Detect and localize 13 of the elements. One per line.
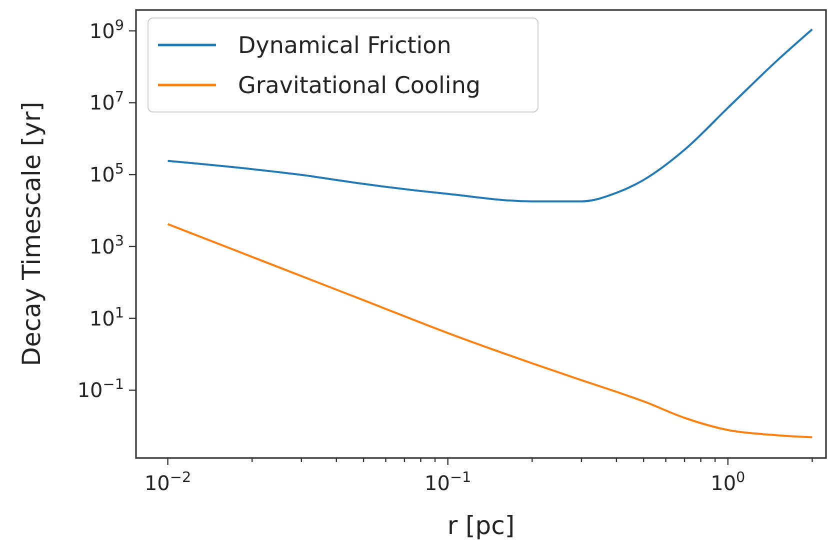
x-axis-title: r [pc]	[447, 511, 515, 540]
y-tick-label: 10$^{3}$	[89, 233, 124, 258]
y-tick-label: 10$^{5}$	[89, 162, 124, 187]
x-tick-label: 10$^{−2}$	[144, 470, 192, 495]
x-tick-label: 10$^{−1}$	[424, 470, 472, 495]
legend-label: Dynamical Friction	[238, 33, 452, 59]
y-tick-label: 10$^{1}$	[89, 305, 124, 330]
y-tick-label: 10$^{9}$	[89, 18, 124, 43]
y-axis-title: Decay Timescale [yr]	[17, 102, 46, 366]
y-tick-label: 10$^{7}$	[89, 90, 124, 115]
y-tick-label: 10$^{−1}$	[77, 377, 124, 402]
x-tick-label: 10$^{0}$	[710, 470, 746, 495]
legend-label: Gravitational Cooling	[238, 73, 480, 99]
